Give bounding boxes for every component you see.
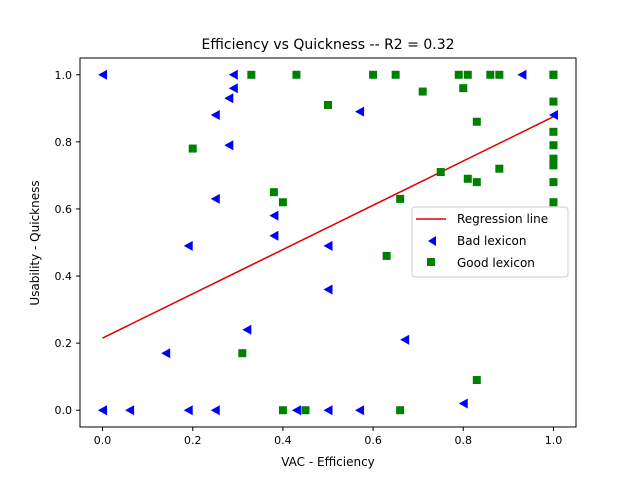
bad-lexicon-point — [458, 398, 468, 409]
bad-lexicon-point — [242, 324, 252, 335]
good-lexicon-point — [301, 406, 310, 415]
y-tick-label: 0.8 — [55, 136, 73, 149]
x-tick-label: 0.2 — [184, 434, 202, 447]
y-tick-label: 1.0 — [55, 69, 73, 82]
good-lexicon-point — [549, 97, 558, 106]
x-tick-label: 0.0 — [94, 434, 112, 447]
good-lexicon-point — [324, 100, 332, 109]
legend-good-lexicon-marker — [427, 258, 435, 266]
good-lexicon-point — [549, 70, 558, 79]
axes-frame — [79, 57, 577, 428]
regression-line — [102, 116, 554, 339]
good-lexicon-point — [549, 141, 558, 150]
good-lexicon-point — [382, 251, 391, 260]
good-lexicon-point — [391, 70, 400, 79]
bad-lexicon-point — [517, 69, 527, 80]
bad-lexicon-point — [224, 140, 234, 151]
bad-lexicon-point — [323, 284, 333, 295]
legend-bad-lexicon-marker — [428, 236, 436, 246]
y-axis-label: Usability - Quickness — [28, 180, 42, 305]
bad-lexicon-point — [210, 110, 220, 121]
bad-lexicon-point — [224, 93, 234, 104]
good-lexicon-point — [278, 406, 287, 415]
bad-lexicon-point — [98, 69, 108, 80]
good-lexicon-point — [549, 198, 558, 207]
good-lexicon-point — [549, 154, 558, 163]
y-tick-label: 0.4 — [55, 270, 73, 283]
good-lexicon-point — [454, 70, 463, 79]
good-lexicon-point — [459, 84, 468, 93]
good-lexicon-point — [549, 127, 558, 136]
bad-lexicon-point — [323, 405, 333, 416]
good-lexicon-point — [238, 349, 247, 358]
good-lexicon-point — [463, 70, 472, 79]
legend-box — [411, 206, 569, 278]
legend-label-bad-lexicon: Bad lexicon — [457, 234, 527, 248]
y-tick-label: 0.6 — [55, 203, 73, 216]
bad-lexicon-point — [210, 405, 220, 416]
good-lexicon-point — [247, 70, 256, 79]
good-lexicon-point — [549, 161, 558, 170]
y-tick-label: 0.2 — [55, 337, 73, 350]
bad-lexicon-point — [98, 405, 108, 416]
legend-label-good-lexicon: Good lexicon — [457, 256, 535, 270]
chart-title: Efficiency vs Quickness -- R2 = 0.32 — [201, 37, 454, 53]
good-lexicon-point — [269, 188, 278, 197]
good-lexicon-point — [369, 70, 378, 79]
bad-lexicon-point — [161, 348, 171, 359]
bad-lexicon-point — [291, 405, 301, 416]
bad-lexicon-point — [269, 230, 279, 241]
good-lexicon-point — [436, 168, 445, 177]
good-lexicon-point — [486, 70, 495, 79]
y-tick-label: 0.0 — [55, 404, 73, 417]
good-lexicon-point — [278, 198, 287, 207]
x-axis-label: VAC - Efficiency — [281, 455, 375, 469]
good-lexicon-point — [292, 70, 301, 79]
good-lexicon-point — [472, 117, 481, 126]
legend: Regression line Bad lexicon Good lexicon — [411, 206, 569, 278]
x-tick-label: 1.0 — [545, 434, 563, 447]
bad-lexicon-point — [183, 240, 193, 251]
bad-lexicon-point — [355, 405, 365, 416]
good-lexicon-point — [495, 70, 504, 79]
bad-lexicon-point — [125, 405, 135, 416]
good-lexicon-point — [495, 164, 504, 173]
good-lexicon-point — [463, 174, 472, 183]
x-tick-label: 0.8 — [455, 434, 473, 447]
good-lexicon-point — [188, 144, 197, 153]
bad-lexicon-point — [548, 110, 558, 121]
axis-ticks: 0.0 0.2 0.4 0.6 0.8 1.0 0.0 0.2 0.4 0.6 0.8 1.0 — [55, 69, 563, 447]
bad-lexicon-point — [228, 83, 238, 94]
good-lexicon-point — [549, 178, 558, 187]
good-lexicon-point — [472, 178, 481, 187]
x-tick-label: 0.6 — [364, 434, 382, 447]
bad-lexicon-point — [355, 106, 365, 117]
bad-lexicon-point — [210, 193, 220, 204]
bad-lexicon-point — [183, 405, 193, 416]
good-lexicon-point — [472, 376, 481, 385]
bad-lexicon-point — [228, 69, 238, 80]
good-lexicon-point — [396, 406, 405, 415]
bad-lexicon-point — [323, 240, 333, 251]
plot-area — [98, 69, 558, 416]
good-lexicon-point — [418, 87, 427, 96]
x-tick-label: 0.4 — [274, 434, 292, 447]
bad-lexicon-point — [269, 210, 279, 221]
legend-label-regression-line: Regression line — [457, 212, 548, 226]
good-lexicon-point — [396, 194, 405, 203]
bad-lexicon-point — [400, 334, 410, 345]
